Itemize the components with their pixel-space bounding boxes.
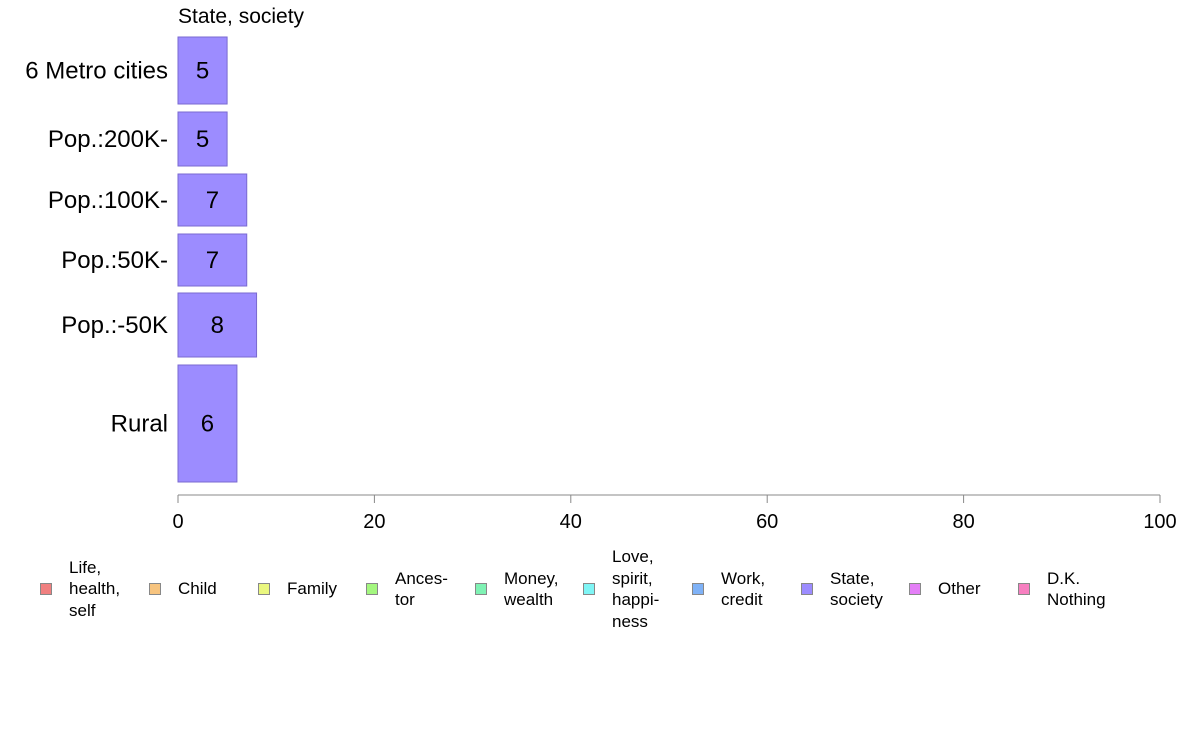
legend-swatch xyxy=(1018,583,1030,595)
legend-label: Ances- tor xyxy=(395,568,448,610)
category-label: Pop.:200K- xyxy=(48,126,168,153)
category-label: Pop.:-50K xyxy=(61,312,168,339)
legend-item: Family xyxy=(258,578,337,600)
legend-label: State, society xyxy=(830,568,883,610)
bar-6 xyxy=(177,364,238,483)
bar-value-label: 7 xyxy=(206,247,219,274)
legend-item: Love, spirit, happi- ness xyxy=(583,546,659,632)
legend-swatch xyxy=(692,583,704,595)
legend-item: Ances- tor xyxy=(366,568,448,611)
legend-item: Other xyxy=(909,578,981,600)
legend-label: Family xyxy=(287,579,338,599)
legend-label: Other xyxy=(938,579,981,599)
chart-title: State, society xyxy=(178,5,305,28)
bar-chart: 5 6 Metro cities 5 Pop.:200K- 7 Pop.:100K- 7 Po… xyxy=(25,36,1177,533)
category-label: 6 Metro cities xyxy=(25,58,168,85)
legend-item: Life, health, self xyxy=(40,557,120,622)
legend-swatch xyxy=(40,583,52,595)
legend-label: Child xyxy=(178,579,217,599)
x-tick-label: 100 xyxy=(1143,511,1176,533)
x-tick-label: 80 xyxy=(952,511,974,533)
legend-swatch xyxy=(583,583,595,595)
legend-item: Child xyxy=(149,578,217,600)
bar-value-label: 8 xyxy=(211,312,224,339)
x-tick-label: 60 xyxy=(756,511,778,533)
legend-item: Money, wealth xyxy=(475,568,559,611)
legend-label: Money, wealth xyxy=(504,568,559,610)
bar-3 xyxy=(177,173,248,227)
legend-swatch xyxy=(909,583,921,595)
legend-label: Life, health, self xyxy=(69,557,121,620)
legend-item: D.K. Nothing xyxy=(1018,568,1106,611)
legend-label: Work, credit xyxy=(721,568,766,610)
category-label: Pop.:50K- xyxy=(61,247,168,274)
x-tick-label: 40 xyxy=(560,511,582,533)
legend: Life, health, self Child Family Ances- tor M… xyxy=(0,540,1188,640)
legend-swatch xyxy=(366,583,378,595)
legend-item: Work, credit xyxy=(692,568,765,611)
category-label: Rural xyxy=(111,411,168,438)
x-tick-label: 0 xyxy=(172,511,183,533)
legend-label: D.K. Nothing xyxy=(1047,568,1106,610)
legend-swatch xyxy=(801,583,813,595)
legend-swatch xyxy=(475,583,487,595)
bar-4 xyxy=(177,233,248,287)
legend-swatch xyxy=(149,583,161,595)
bar-value-label: 5 xyxy=(196,126,209,153)
category-label: Pop.:100K- xyxy=(48,187,168,214)
bar-value-label: 6 xyxy=(201,411,214,438)
bar-5 xyxy=(177,292,258,358)
legend-swatch xyxy=(258,583,270,595)
bar-2 xyxy=(177,111,228,167)
bar-value-label: 7 xyxy=(206,187,219,214)
bar-value-label: 5 xyxy=(196,58,209,85)
x-tick-label: 20 xyxy=(363,511,385,533)
legend-item: State, society xyxy=(801,568,883,611)
legend-label: Love, spirit, happi- ness xyxy=(612,547,660,631)
bar-1 xyxy=(177,36,228,105)
